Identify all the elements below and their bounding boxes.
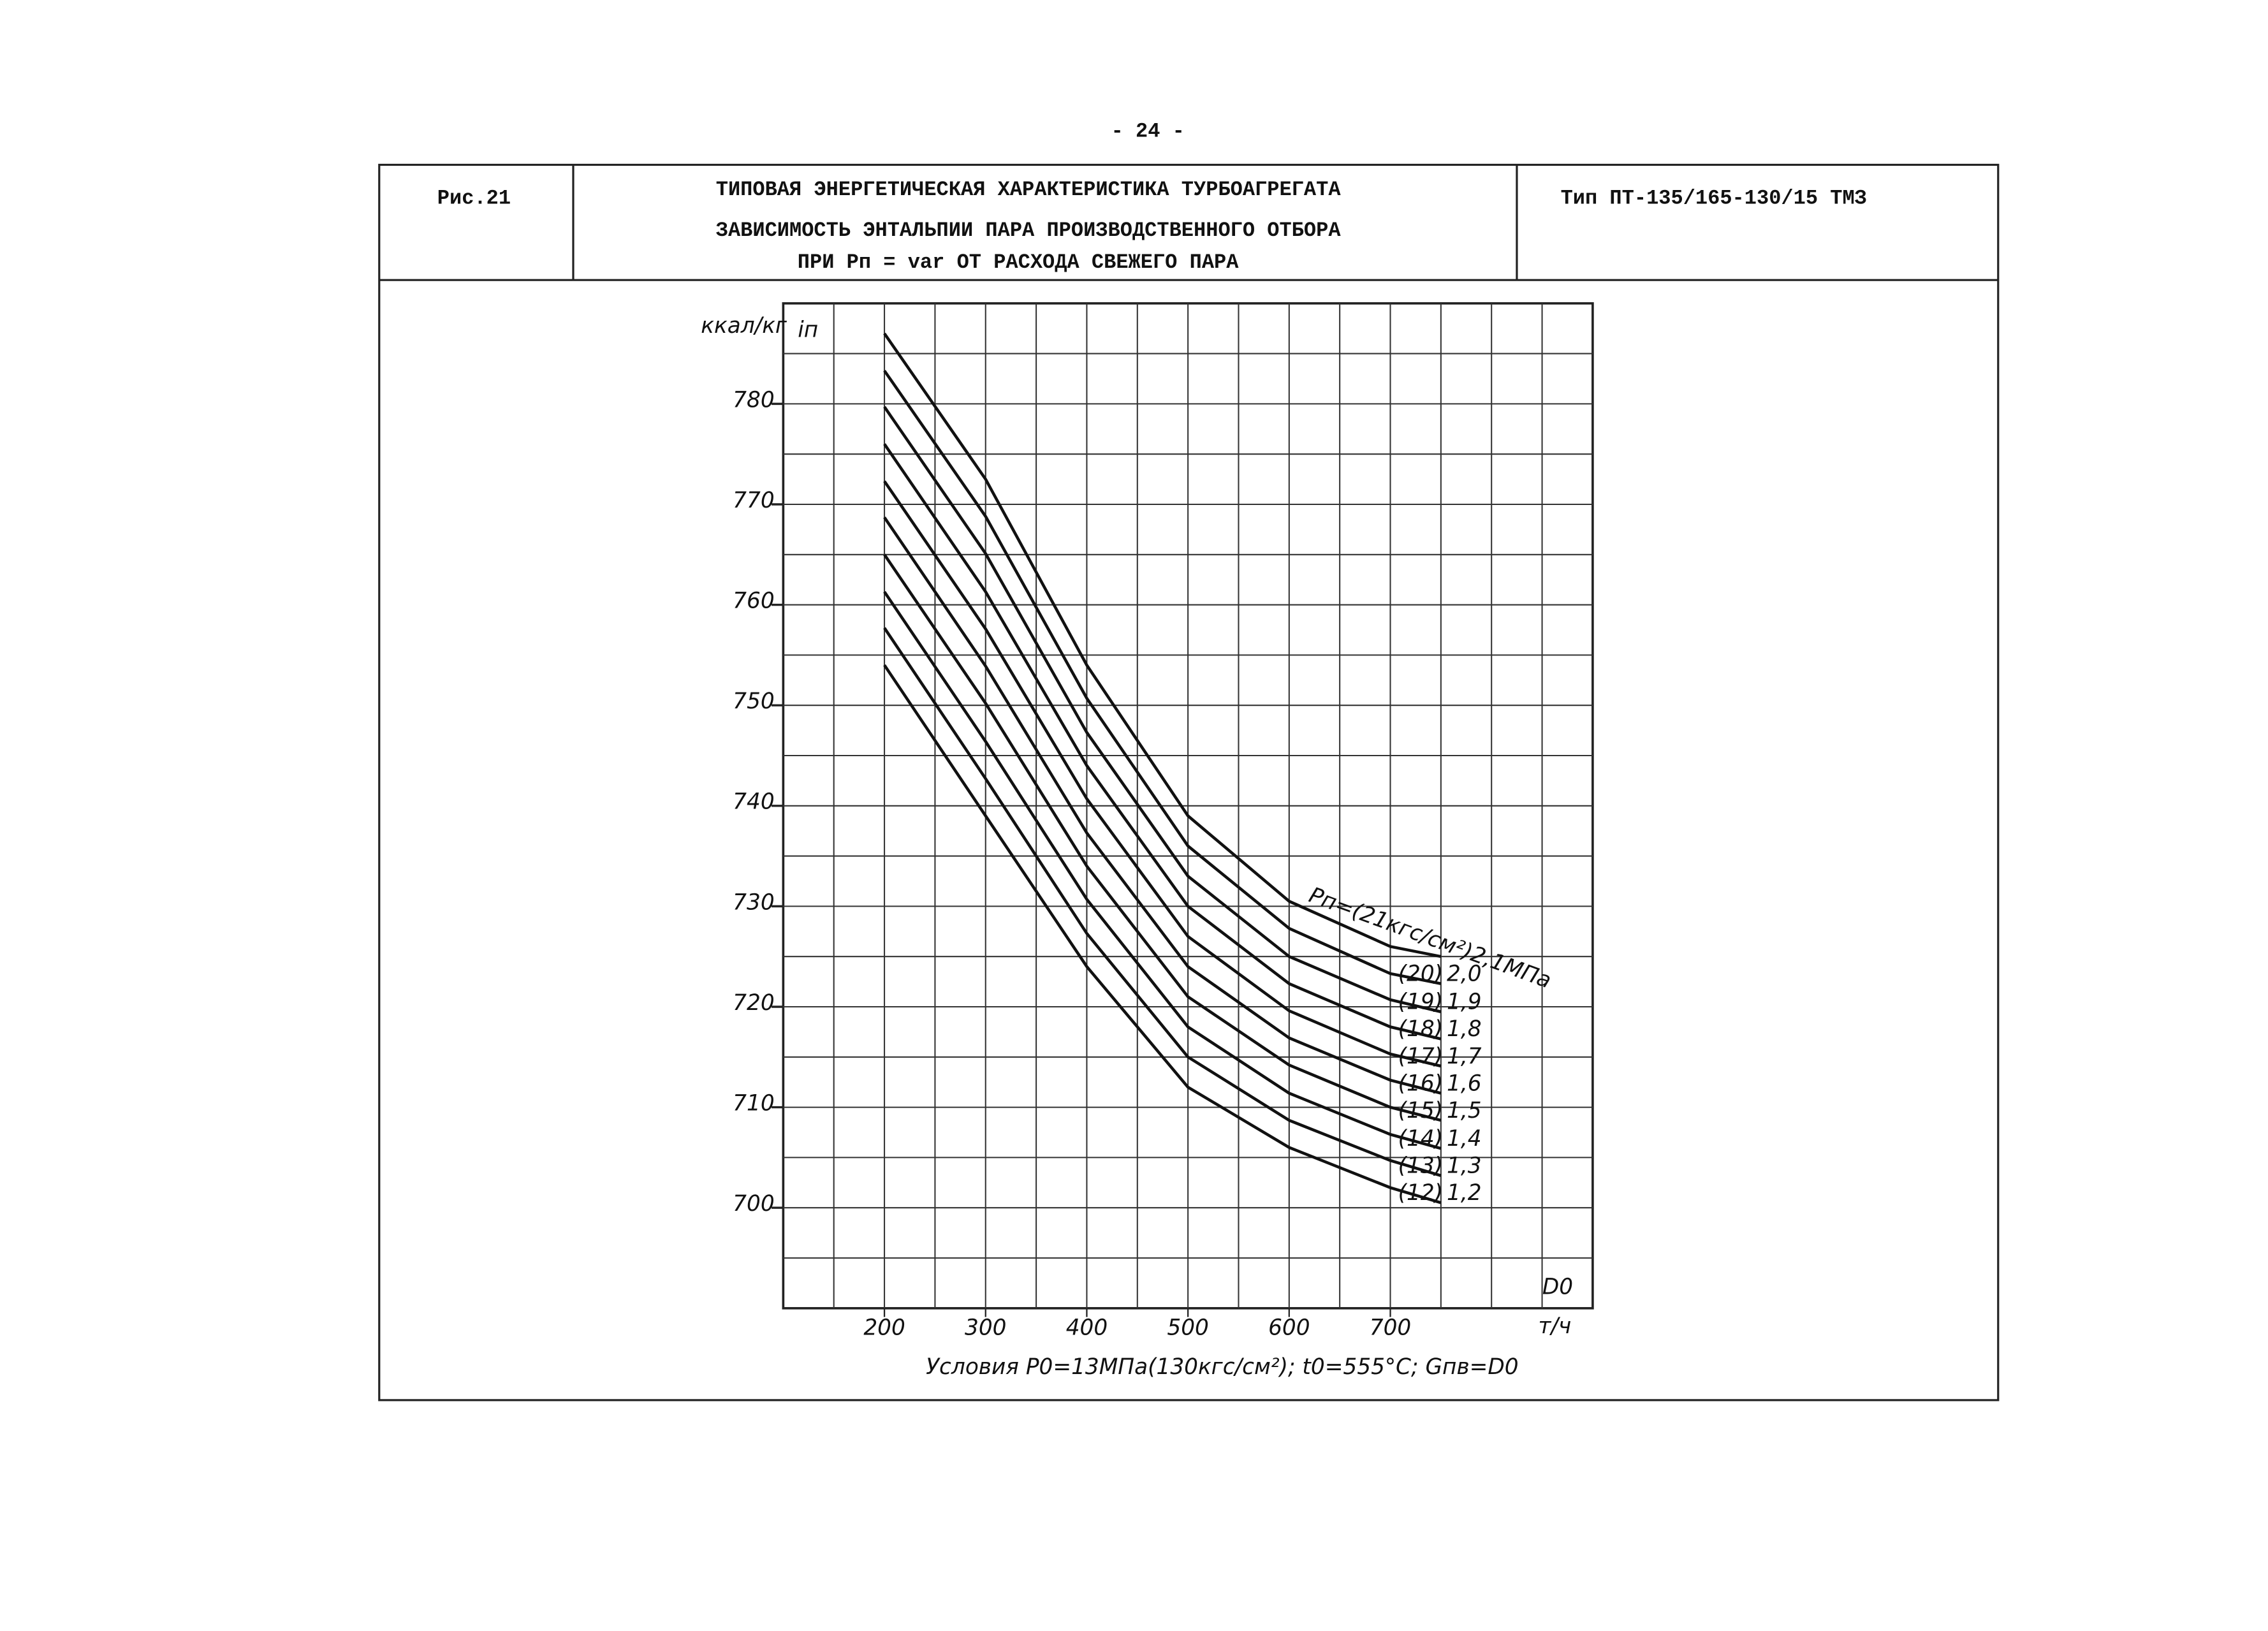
x-tick-label: 300 [965,1315,1006,1340]
curve-label: 1,3 [1447,1153,1482,1179]
x-tick-label: 200 [863,1315,905,1340]
curve-tag: (20) [1398,962,1443,987]
page-number: - 24 - [1111,119,1185,143]
y-tick-label: 710 [733,1091,774,1116]
x-unit: т/ч [1539,1313,1572,1339]
curve-label: 1,4 [1447,1126,1482,1152]
curve-tag: (14) [1398,1126,1443,1152]
y-tick-label: 750 [733,689,774,714]
curve [883,516,1442,1095]
curve [883,627,1442,1177]
frame [378,163,2000,1401]
turbine-type: Тип ПТ-135/165-130/15 ТМЗ [1561,187,1867,210]
figure-number: Рис.21 [437,187,511,210]
curve [883,553,1442,1122]
curve [883,480,1442,1068]
title-line: ЗАВИСИМОСТЬ ЭНТАЛЬПИИ ПАРА ПРОИЗВОДСТВЕН… [716,219,1342,242]
curve-tag: (19) [1398,990,1443,1015]
y-label: iп [798,318,818,343]
y-tick-label: 780 [733,387,774,413]
curve-label: 1,9 [1447,990,1482,1015]
y-unit: ккал/кг [701,313,787,339]
curve-label: 1,6 [1447,1071,1482,1096]
curve-label: 1,2 [1447,1180,1482,1206]
x-tick-label: 600 [1268,1315,1310,1340]
curve [883,332,1442,958]
title-line: ТИПОВАЯ ЭНЕРГЕТИЧЕСКАЯ ХАРАКТЕРИСТИКА ТУ… [716,178,1342,201]
y-tick-label: 720 [733,990,774,1016]
x-tick-label: 400 [1066,1315,1108,1340]
curve-label: 1,5 [1447,1098,1482,1123]
curve-label: 1,7 [1447,1044,1482,1069]
y-tick-label: 760 [733,589,774,614]
x-label: D0 [1542,1274,1573,1299]
x-tick-label: 500 [1167,1315,1208,1340]
curve-tag: (12) [1398,1180,1443,1206]
curve-tag: (18) [1398,1016,1443,1042]
curve-tag: (17) [1398,1044,1443,1069]
y-tick-label: 770 [733,488,774,513]
y-tick-label: 740 [733,789,774,815]
title-line: ПРИ Pп = var ОТ РАСХОДА СВЕЖЕГО ПАРА [798,251,1239,274]
curve [883,443,1442,1041]
curve [883,664,1442,1204]
curve-label: 2,0 [1447,962,1482,987]
x-tick-label: 700 [1370,1315,1411,1340]
conditions: Условия P0=13МПа(130кгс/см²); t0=555°C; … [926,1354,1518,1380]
curve-tag: (16) [1398,1071,1443,1096]
curve [883,406,1442,1014]
curve-label: 1,8 [1447,1016,1482,1042]
curve [883,370,1442,985]
curve-tag: (15) [1398,1098,1443,1123]
curve [883,590,1442,1150]
curve-tag: (13) [1398,1153,1443,1179]
y-tick-label: 700 [733,1191,774,1217]
y-tick-label: 730 [733,889,774,915]
